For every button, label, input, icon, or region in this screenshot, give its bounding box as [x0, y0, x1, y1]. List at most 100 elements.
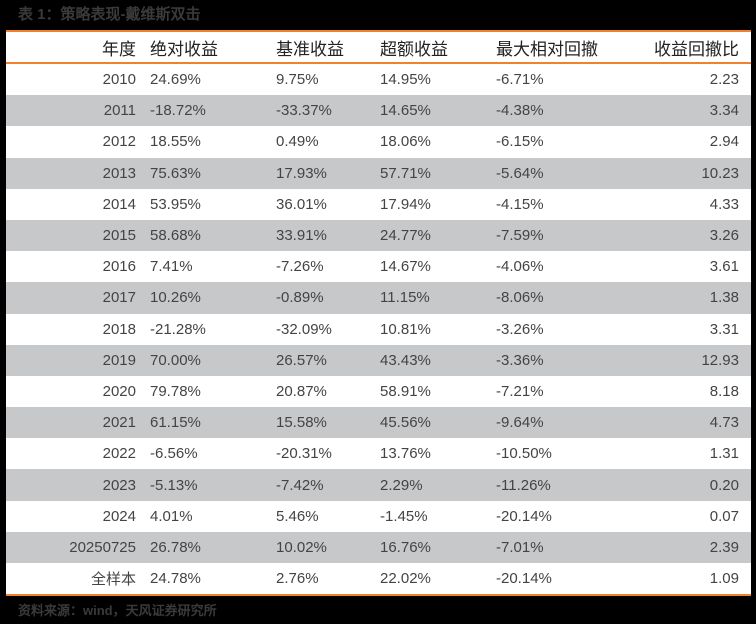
- cell-absolute-return: 26.78%: [150, 531, 276, 563]
- table-row: 2012 18.55% 0.49% 18.06% -6.15% 2.94: [6, 126, 751, 157]
- cell-excess-return: 18.06%: [380, 133, 431, 151]
- header-return-drawdown-ratio: 收益回撤比: [642, 32, 751, 64]
- cell-return-drawdown-ratio: 2.23: [709, 71, 739, 89]
- cell-year: 2022: [102, 445, 136, 463]
- table-row: 2010 24.69% 9.75% 14.95% -6.71% 2.23: [6, 63, 751, 95]
- cell-benchmark-return: 20.87%: [276, 382, 327, 400]
- cell-max-relative-drawdown: -7.59%: [496, 219, 642, 252]
- cell-benchmark-return: 10.02%: [276, 531, 380, 563]
- cell-return-drawdown-ratio: 0.20: [642, 469, 751, 501]
- cell-absolute-return: 58.68%: [150, 219, 276, 252]
- cell-year: 2015: [6, 219, 150, 252]
- cell-excess-return: 2.29%: [380, 469, 496, 501]
- cell-excess-return: 57.71%: [380, 157, 496, 189]
- cell-year: 20250725: [6, 531, 150, 563]
- cell-absolute-return: -6.56%: [150, 445, 198, 463]
- table-row: 2024 4.01% 5.46% -1.45% -20.14% 0.07: [6, 501, 751, 532]
- cell-year: 2011: [6, 95, 150, 127]
- header-benchmark-return: 基准收益: [276, 32, 380, 64]
- cell-max-relative-drawdown: -10.50%: [496, 445, 552, 463]
- cell-absolute-return: -5.13%: [150, 469, 276, 501]
- cell-absolute-return: -18.72%: [150, 95, 276, 127]
- cell-benchmark-return: -7.42%: [276, 469, 380, 501]
- cell-absolute-return: 53.95%: [150, 195, 201, 213]
- cell-excess-return: 45.56%: [380, 407, 496, 439]
- table-row: 2019 70.00% 26.57% 43.43% -3.36% 12.93: [6, 344, 751, 376]
- header-year: 年度: [6, 32, 150, 64]
- header-absolute-return: 绝对收益: [150, 32, 276, 64]
- cell-benchmark-return: -20.31%: [276, 445, 332, 463]
- cell-benchmark-return: -0.89%: [276, 282, 380, 314]
- cell-max-relative-drawdown: -4.06%: [496, 258, 544, 276]
- cell-max-relative-drawdown: -20.14%: [496, 570, 552, 588]
- table-row: 2015 58.68% 33.91% 24.77% -7.59% 3.26: [6, 219, 751, 252]
- cell-year: 2021: [6, 407, 150, 439]
- table-row: 2013 75.63% 17.93% 57.71% -5.64% 10.23: [6, 157, 751, 189]
- cell-benchmark-return: -32.09%: [276, 320, 332, 338]
- header-excess-return: 超额收益: [380, 32, 496, 64]
- table-row: 20250725 26.78% 10.02% 16.76% -7.01% 2.39: [6, 531, 751, 563]
- cell-absolute-return: 70.00%: [150, 344, 276, 376]
- table-row: 2016 7.41% -7.26% 14.67% -4.06% 3.61: [6, 251, 751, 282]
- cell-absolute-return: 75.63%: [150, 157, 276, 189]
- cell-return-drawdown-ratio: 12.93: [642, 344, 751, 376]
- cell-absolute-return: 24.69%: [150, 71, 201, 89]
- table-row: 全样本 24.78% 2.76% 22.02% -20.14% 1.09: [6, 563, 751, 594]
- cell-return-drawdown-ratio: 3.34: [642, 95, 751, 127]
- cell-return-drawdown-ratio: 1.09: [709, 570, 739, 588]
- table-caption: 表 1：策略表现-戴维斯双击: [18, 6, 201, 23]
- cell-excess-return: 14.67%: [380, 258, 431, 276]
- cell-max-relative-drawdown: -7.21%: [496, 382, 544, 400]
- cell-benchmark-return: 36.01%: [276, 195, 327, 213]
- cell-year: 2016: [102, 258, 136, 276]
- table-row: 2021 61.15% 15.58% 45.56% -9.64% 4.73: [6, 407, 751, 439]
- cell-benchmark-return: 33.91%: [276, 219, 380, 252]
- cell-year: 2012: [102, 133, 136, 151]
- cell-excess-return: 58.91%: [380, 382, 431, 400]
- cell-return-drawdown-ratio: 1.31: [709, 445, 739, 463]
- cell-return-drawdown-ratio: 3.31: [709, 320, 739, 338]
- cell-max-relative-drawdown: -9.64%: [496, 407, 642, 439]
- table-row: 2014 53.95% 36.01% 17.94% -4.15% 4.33: [6, 189, 751, 220]
- cell-excess-return: 13.76%: [380, 445, 431, 463]
- cell-max-relative-drawdown: -3.36%: [496, 344, 642, 376]
- table-row: 2017 10.26% -0.89% 11.15% -8.06% 1.38: [6, 282, 751, 314]
- cell-excess-return: 14.95%: [380, 71, 431, 89]
- cell-excess-return: 17.94%: [380, 195, 431, 213]
- cell-year: 2018: [102, 320, 136, 338]
- cell-year: 2024: [102, 507, 136, 525]
- cell-benchmark-return: 9.75%: [276, 71, 319, 89]
- cell-excess-return: 22.02%: [380, 570, 431, 588]
- cell-benchmark-return: -7.26%: [276, 258, 324, 276]
- cell-max-relative-drawdown: -6.15%: [496, 133, 544, 151]
- cell-year: 2023: [6, 469, 150, 501]
- cell-return-drawdown-ratio: 2.39: [642, 531, 751, 563]
- cell-max-relative-drawdown: -5.64%: [496, 157, 642, 189]
- cell-benchmark-return: 15.58%: [276, 407, 380, 439]
- cell-return-drawdown-ratio: 4.33: [709, 195, 739, 213]
- cell-excess-return: 24.77%: [380, 219, 496, 252]
- cell-max-relative-drawdown: -11.26%: [496, 469, 642, 501]
- cell-year: 2010: [102, 71, 136, 89]
- cell-year: 2013: [6, 157, 150, 189]
- cell-excess-return: 43.43%: [380, 344, 496, 376]
- cell-excess-return: 11.15%: [380, 282, 496, 314]
- cell-excess-return: 14.65%: [380, 95, 496, 127]
- cell-max-relative-drawdown: -7.01%: [496, 531, 642, 563]
- cell-year: 全样本: [90, 571, 136, 589]
- cell-return-drawdown-ratio: 10.23: [642, 157, 751, 189]
- cell-absolute-return: -21.28%: [150, 320, 206, 338]
- table-row: 2023 -5.13% -7.42% 2.29% -11.26% 0.20: [6, 469, 751, 501]
- cell-absolute-return: 18.55%: [150, 133, 201, 151]
- cell-absolute-return: 61.15%: [150, 407, 276, 439]
- cell-year: 2019: [6, 344, 150, 376]
- cell-benchmark-return: 26.57%: [276, 344, 380, 376]
- cell-absolute-return: 24.78%: [150, 570, 201, 588]
- cell-absolute-return: 4.01%: [150, 507, 193, 525]
- cell-excess-return: 10.81%: [380, 320, 431, 338]
- table-row: 2020 79.78% 20.87% 58.91% -7.21% 8.18: [6, 376, 751, 407]
- cell-max-relative-drawdown: -6.71%: [496, 71, 544, 89]
- cell-max-relative-drawdown: -3.26%: [496, 320, 544, 338]
- table-body: 2010 24.69% 9.75% 14.95% -6.71% 2.23 2011 -18.7…: [6, 63, 751, 594]
- table-row: 2018 -21.28% -32.09% 10.81% -3.26% 3.31: [6, 314, 751, 345]
